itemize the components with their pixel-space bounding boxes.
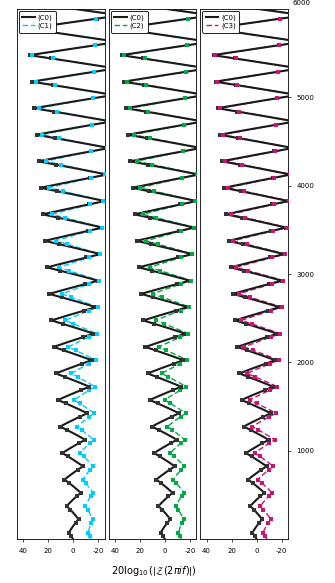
Legend: (C0), (C2): (C0), (C2) (111, 11, 148, 33)
Legend: (C0), (C3): (C0), (C3) (202, 11, 240, 33)
Text: 6000: 6000 (292, 0, 310, 6)
Legend: (C0), (C1): (C0), (C1) (19, 11, 56, 33)
Text: $20\log_{10}\left(\left|\mathcal{Z}(2\pi i f)\right|\right)$: $20\log_{10}\left(\left|\mathcal{Z}(2\pi… (111, 564, 197, 578)
